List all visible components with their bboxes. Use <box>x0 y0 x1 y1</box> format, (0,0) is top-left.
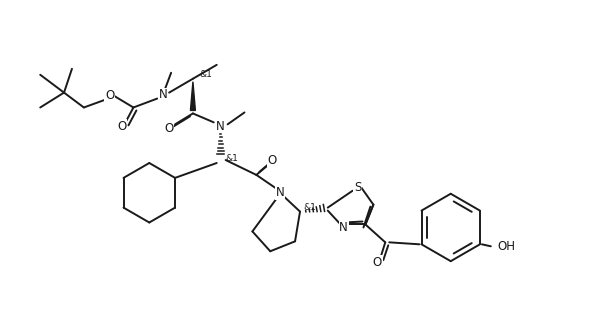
Polygon shape <box>191 82 195 111</box>
Text: N: N <box>216 120 225 133</box>
Text: N: N <box>159 88 168 101</box>
Text: O: O <box>267 154 277 167</box>
Text: &1: &1 <box>225 154 239 163</box>
Text: O: O <box>117 120 126 133</box>
Text: &1: &1 <box>200 70 213 79</box>
Text: N: N <box>276 186 284 199</box>
Text: O: O <box>373 256 382 269</box>
Text: &1: &1 <box>303 203 316 212</box>
Text: N: N <box>339 221 348 234</box>
Text: OH: OH <box>498 240 516 253</box>
Text: O: O <box>105 89 114 102</box>
Text: S: S <box>354 181 361 194</box>
Text: O: O <box>165 122 174 135</box>
